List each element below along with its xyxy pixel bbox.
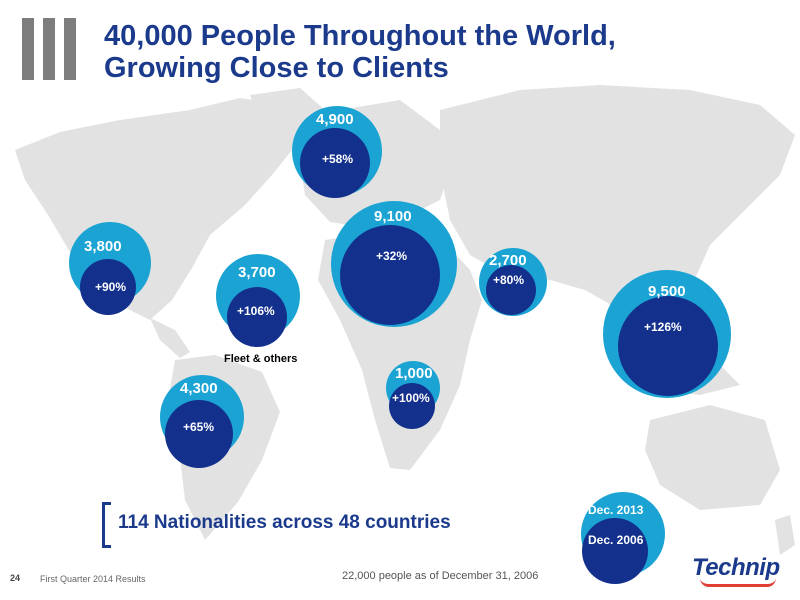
south-america-headcount: 4,300 [180, 380, 218, 397]
fleet-growth: +106% [237, 304, 275, 318]
legend-2006-label: Dec. 2006 [588, 533, 644, 547]
legend-2013-label: Dec. 2013 [588, 503, 644, 517]
middle-east-growth: +80% [493, 273, 525, 287]
header-bar [22, 18, 34, 80]
fleet-headcount: 3,700 [238, 264, 276, 281]
logo-text: Technip [692, 554, 780, 581]
central-america-landmass [150, 318, 190, 358]
asia-pacific-2006-bubble [618, 296, 718, 396]
africa-growth: +100% [392, 391, 430, 405]
footnote: 22,000 people as of December 31, 2006 [342, 570, 539, 582]
europe-2006-bubble [340, 225, 440, 325]
middle-east-2006-bubble [486, 265, 536, 315]
header-bar [43, 18, 55, 80]
new-zealand-landmass [775, 515, 795, 555]
logo-swoosh [700, 578, 776, 587]
north-europe-headcount: 4,900 [316, 111, 354, 128]
asia-pacific-growth: +126% [644, 320, 682, 334]
south-america-growth: +65% [183, 420, 215, 434]
asia-pacific-headcount: 9,500 [648, 283, 686, 300]
nationalities-text: 114 Nationalities across 48 countries [118, 512, 451, 533]
europe-growth: +32% [376, 249, 408, 263]
bracket-decoration [102, 502, 111, 548]
north-america-2006-bubble [80, 259, 136, 315]
report-name: First Quarter 2014 Results [40, 574, 146, 584]
south-america-2006-bubble [165, 400, 233, 468]
header-bar [64, 18, 76, 80]
australia-landmass [645, 405, 780, 510]
north-europe-growth: +58% [322, 152, 354, 166]
middle-east-headcount: 2,700 [489, 252, 527, 269]
africa-2006-bubble [389, 383, 435, 429]
title-line-1: 40,000 People Throughout the World, [104, 20, 616, 52]
north-america-growth: +90% [95, 280, 127, 294]
legend-2006-bubble [582, 518, 648, 584]
fleet-label: Fleet & others [224, 353, 298, 365]
page-title: 40,000 People Throughout the World, Grow… [104, 20, 616, 84]
africa-headcount: 1,000 [395, 365, 433, 382]
page-number: 24 [10, 573, 21, 583]
title-line-2: Growing Close to Clients [104, 52, 449, 84]
fleet-2006-bubble [227, 287, 287, 347]
north-europe-2006-bubble [300, 128, 370, 198]
technip-logo: Technip [692, 548, 782, 588]
north-america-headcount: 3,800 [84, 238, 122, 255]
europe-headcount: 9,100 [374, 208, 412, 225]
